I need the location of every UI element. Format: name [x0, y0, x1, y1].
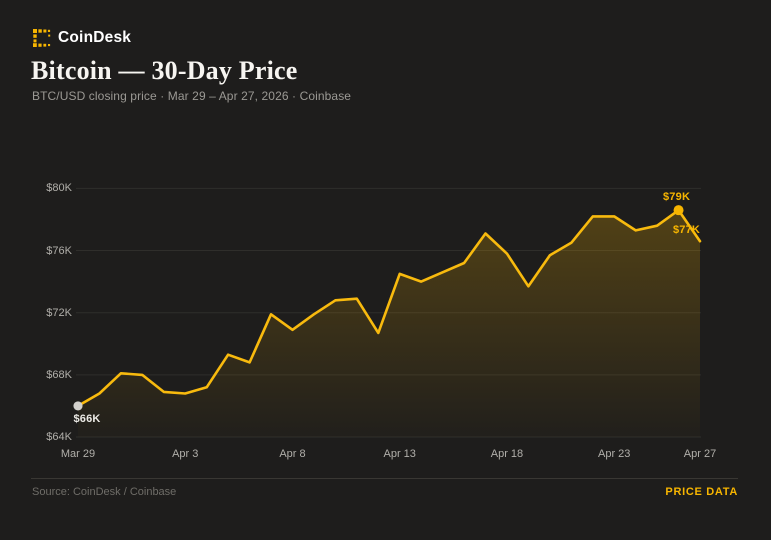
x-axis-label: Apr 23 [597, 448, 631, 460]
footer-divider [31, 478, 738, 479]
price-annotation: $79K [662, 190, 691, 203]
brand-name: CoinDesk [58, 29, 132, 46]
peak-point-dot [673, 205, 684, 216]
x-axis-label: Mar 29 [60, 448, 96, 460]
x-axis-label: Apr 27 [683, 448, 717, 460]
price-data-badge[interactable]: PRICE DATA [665, 486, 738, 498]
price-line [76, 208, 702, 408]
coindesk-logo-icon [33, 29, 51, 47]
y-axis-label: $80K [46, 182, 72, 195]
source-note: Source: CoinDesk / Coinbase [32, 486, 177, 498]
x-axis-label: Apr 3 [172, 448, 199, 460]
price-annotation: $66K [73, 413, 101, 426]
y-axis-label: $76K [46, 244, 72, 257]
y-axis-label: $64K [46, 431, 72, 443]
price-area-fill [78, 210, 700, 437]
x-axis-label: Apr 18 [490, 448, 524, 460]
price-annotation: $77K [672, 223, 701, 236]
page-subtitle: BTC/USD closing price · Mar 29 – Apr 27,… [32, 89, 352, 103]
brand: CoinDesk [33, 29, 131, 47]
y-axis-label: $72K [46, 306, 72, 319]
start-point-dot [73, 401, 83, 411]
x-axis-label: Apr 8 [279, 448, 306, 460]
y-axis-label: $68K [46, 368, 72, 381]
page-title: Bitcoin — 30-Day Price [31, 56, 298, 85]
x-axis-label: Apr 13 [383, 448, 416, 460]
